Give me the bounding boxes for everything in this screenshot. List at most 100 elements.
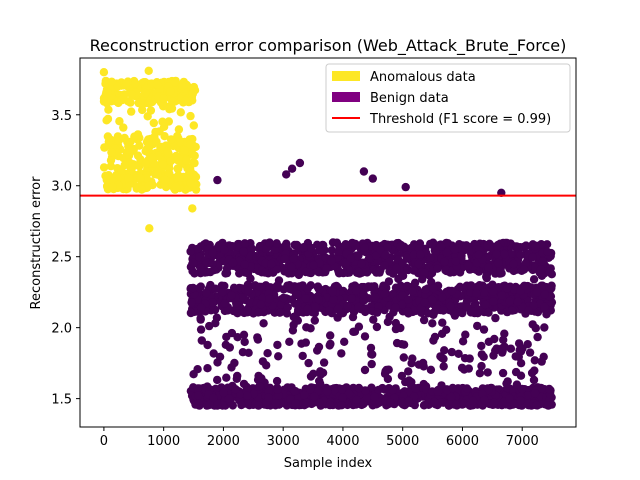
data-point — [538, 257, 548, 266]
data-point — [232, 374, 241, 383]
data-point — [175, 138, 185, 147]
data-point — [333, 247, 343, 256]
data-point — [431, 246, 440, 255]
data-point — [474, 250, 483, 259]
data-point — [220, 245, 229, 254]
data-point — [108, 182, 117, 192]
data-point — [293, 300, 302, 309]
data-point — [303, 284, 312, 293]
data-point — [499, 335, 508, 345]
data-point — [359, 296, 368, 305]
data-point — [372, 308, 382, 317]
data-point — [543, 247, 552, 256]
data-point — [326, 339, 335, 349]
data-point — [360, 365, 370, 375]
data-point — [409, 250, 419, 259]
data-point — [166, 87, 175, 96]
data-point — [338, 393, 347, 402]
data-point — [420, 401, 429, 410]
data-point — [149, 118, 158, 128]
data-point — [524, 306, 533, 315]
x-tick-label: 5000 — [386, 434, 419, 449]
data-point — [418, 275, 427, 284]
data-point — [274, 352, 283, 361]
data-point — [510, 285, 519, 294]
data-point — [448, 383, 457, 393]
data-point — [450, 245, 460, 254]
data-point — [396, 323, 405, 333]
y-tick-label: 3.0 — [51, 180, 72, 195]
data-point — [332, 238, 342, 247]
data-point — [479, 325, 489, 334]
data-point — [477, 350, 486, 359]
data-point — [252, 252, 261, 261]
data-point — [153, 170, 162, 179]
data-point — [530, 242, 540, 251]
data-point — [540, 290, 549, 299]
data-point — [316, 379, 325, 388]
data-point — [440, 257, 449, 267]
data-point — [186, 247, 195, 256]
data-point — [454, 349, 463, 358]
data-point — [309, 369, 318, 378]
data-point — [284, 269, 293, 278]
data-point — [410, 278, 420, 287]
data-point — [380, 289, 389, 299]
data-point — [360, 243, 369, 252]
data-point — [170, 78, 180, 87]
data-point — [426, 253, 435, 262]
data-point — [451, 400, 461, 409]
data-point — [227, 291, 236, 300]
data-point — [322, 387, 332, 396]
data-point — [297, 282, 306, 292]
data-point — [458, 337, 468, 346]
data-point — [545, 384, 554, 394]
data-point — [403, 281, 412, 291]
data-point — [489, 351, 498, 360]
data-point — [167, 104, 177, 113]
data-point — [368, 350, 377, 359]
data-point — [483, 241, 492, 250]
data-point — [166, 157, 175, 166]
data-point — [301, 294, 310, 303]
data-point — [442, 248, 452, 257]
data-point — [196, 325, 206, 334]
data-point — [328, 287, 337, 297]
data-point — [409, 266, 418, 275]
data-point — [157, 142, 166, 152]
data-point — [493, 241, 502, 250]
data-point — [194, 391, 203, 400]
data-point — [502, 379, 511, 388]
data-point — [513, 297, 523, 306]
data-point — [416, 250, 425, 259]
data-point — [482, 272, 491, 282]
data-point — [287, 164, 297, 173]
data-point — [354, 267, 363, 277]
data-point — [290, 387, 299, 396]
data-point — [530, 366, 539, 375]
data-point — [359, 167, 369, 176]
data-point — [337, 349, 346, 358]
data-point — [126, 147, 135, 156]
data-point — [540, 323, 549, 332]
data-point — [303, 304, 312, 314]
data-point — [437, 329, 447, 338]
data-point — [222, 373, 231, 382]
data-point — [360, 332, 370, 341]
data-point — [314, 342, 324, 352]
data-point — [327, 246, 336, 255]
data-point — [151, 127, 160, 137]
data-point — [101, 79, 110, 88]
data-point — [240, 337, 249, 347]
data-point — [301, 338, 310, 347]
data-point — [516, 359, 526, 368]
data-point — [189, 258, 198, 268]
data-point — [213, 375, 222, 385]
legend-label: Anomalous data — [370, 70, 476, 85]
data-point — [484, 308, 493, 317]
data-point — [295, 158, 305, 168]
data-point — [484, 263, 493, 272]
data-point — [259, 319, 268, 328]
data-point — [254, 308, 263, 317]
data-point — [327, 256, 336, 266]
